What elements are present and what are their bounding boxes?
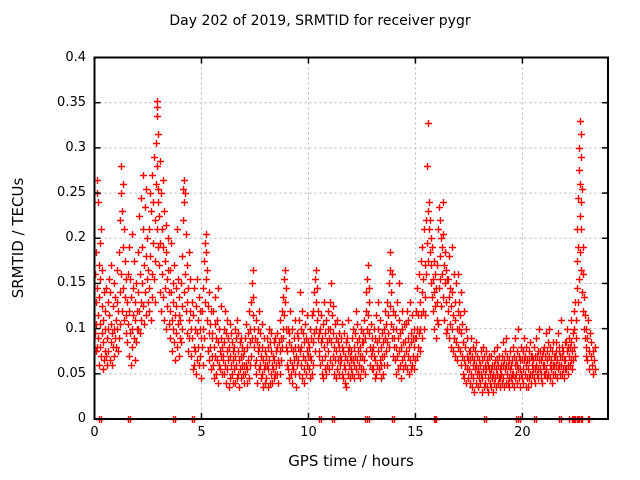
y-tick-label: 0.35 [57, 94, 86, 110]
gridlines [94, 57, 608, 419]
x-tick-label: 0 [90, 425, 99, 440]
x-tick-label: 5 [197, 425, 206, 440]
data-points [93, 98, 599, 423]
x-axis-label: GPS time / hours [288, 452, 414, 470]
y-tick-label: 0.25 [57, 185, 86, 201]
y-tick-label: 0.2 [65, 230, 86, 246]
y-tick-label: 0.1 [65, 320, 86, 336]
x-tick-label: 10 [300, 425, 317, 440]
chart-title: Day 202 of 2019, SRMTID for receiver pyg… [169, 13, 471, 29]
y-tick-label: 0.4 [65, 49, 86, 65]
y-tick-label: 0.05 [57, 365, 86, 381]
y-tick-label: 0 [77, 411, 86, 426]
y-tick-label: 0.3 [65, 139, 86, 155]
tick-marks [93, 56, 608, 420]
y-tick-label: 0.15 [57, 275, 86, 291]
x-tick-label: 15 [407, 425, 424, 440]
x-tick-label: 20 [514, 425, 531, 440]
